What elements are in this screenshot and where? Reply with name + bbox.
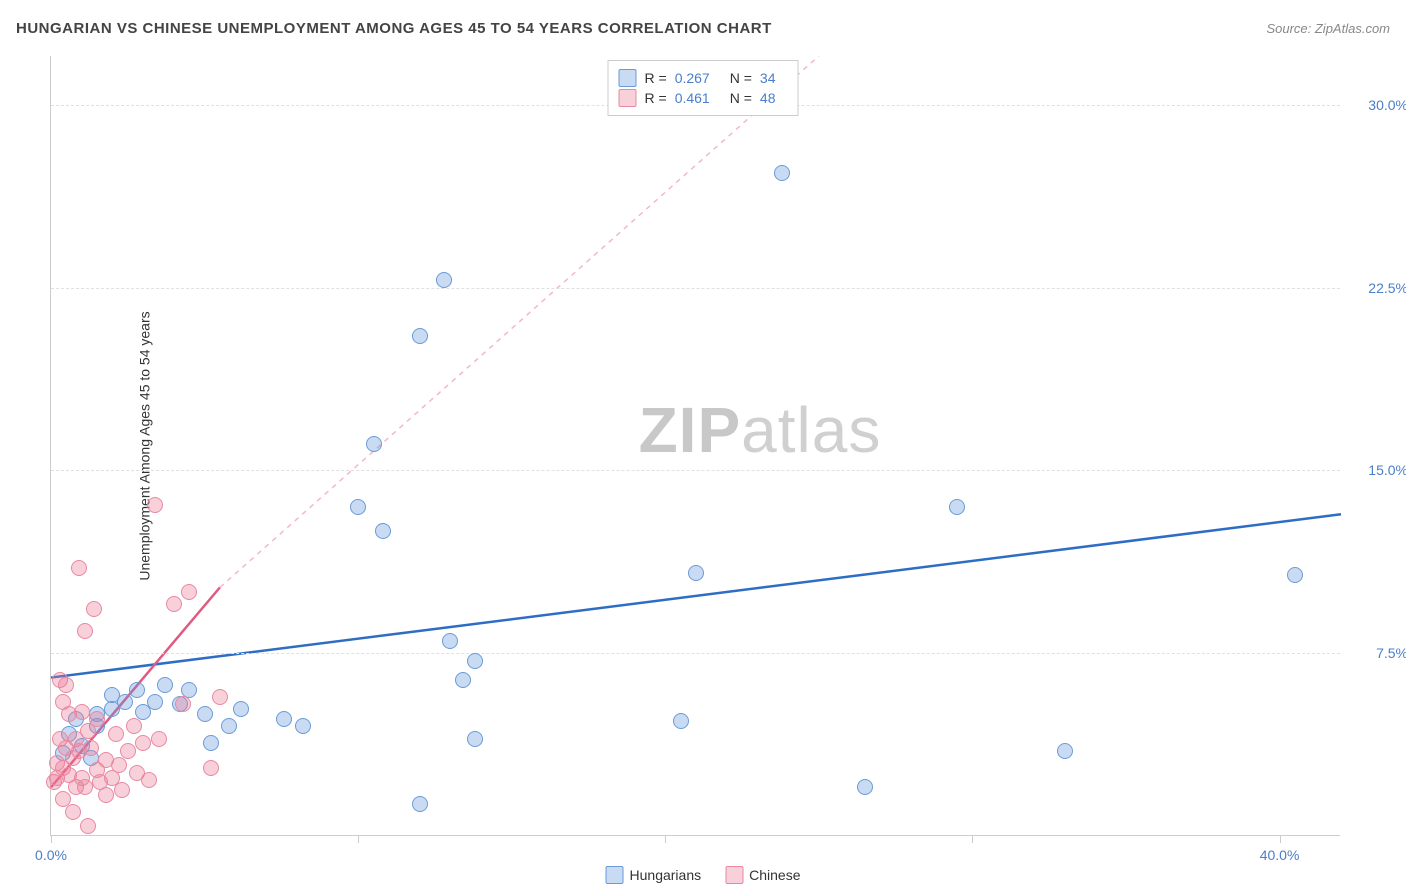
- scatter-point-chinese: [77, 779, 93, 795]
- series-legend: Hungarians Chinese: [606, 866, 801, 884]
- gridline-h: [51, 653, 1340, 654]
- source-label: Source: ZipAtlas.com: [1266, 21, 1390, 36]
- gridline-h: [51, 470, 1340, 471]
- scatter-point-chinese: [141, 772, 157, 788]
- scatter-point-chinese: [212, 689, 228, 705]
- watermark: ZIPatlas: [639, 393, 882, 467]
- scatter-point-chinese: [98, 787, 114, 803]
- scatter-point-chinese: [83, 740, 99, 756]
- legend-swatch: [619, 69, 637, 87]
- legend-swatch: [725, 866, 743, 884]
- gridline-h: [51, 288, 1340, 289]
- scatter-point-hungarians: [221, 718, 237, 734]
- scatter-point-hungarians: [857, 779, 873, 795]
- scatter-point-chinese: [86, 601, 102, 617]
- scatter-point-chinese: [108, 726, 124, 742]
- y-tick-label: 15.0%: [1348, 462, 1406, 478]
- legend-label: Hungarians: [630, 867, 702, 883]
- scatter-point-chinese: [151, 731, 167, 747]
- scatter-point-chinese: [58, 677, 74, 693]
- scatter-point-hungarians: [442, 633, 458, 649]
- x-tick-label-right: 40.0%: [1260, 847, 1300, 863]
- trend-line-ext-chinese: [220, 56, 819, 587]
- chart-title: HUNGARIAN VS CHINESE UNEMPLOYMENT AMONG …: [16, 20, 772, 37]
- scatter-point-hungarians: [366, 436, 382, 452]
- scatter-point-hungarians: [295, 718, 311, 734]
- stat-n-value: 48: [760, 90, 776, 106]
- scatter-point-hungarians: [147, 694, 163, 710]
- scatter-point-chinese: [89, 711, 105, 727]
- x-tick: [665, 835, 666, 843]
- y-tick-label: 7.5%: [1348, 645, 1406, 661]
- scatter-point-hungarians: [949, 499, 965, 515]
- scatter-point-hungarians: [233, 701, 249, 717]
- stat-n-label: N =: [730, 70, 752, 86]
- y-tick-label: 22.5%: [1348, 280, 1406, 296]
- stat-r-value: 0.461: [675, 90, 710, 106]
- scatter-point-chinese: [166, 596, 182, 612]
- scatter-point-chinese: [175, 696, 191, 712]
- stats-legend-row: R = 0.267 N = 34: [619, 69, 788, 87]
- scatter-point-hungarians: [157, 677, 173, 693]
- scatter-point-hungarians: [673, 713, 689, 729]
- scatter-point-hungarians: [1287, 567, 1303, 583]
- x-tick: [972, 835, 973, 843]
- x-tick-label-left: 0.0%: [35, 847, 67, 863]
- scatter-point-chinese: [135, 735, 151, 751]
- scatter-point-hungarians: [276, 711, 292, 727]
- stats-legend-row: R = 0.461 N = 48: [619, 89, 788, 107]
- scatter-point-hungarians: [688, 565, 704, 581]
- scatter-point-chinese: [120, 743, 136, 759]
- y-tick-label: 30.0%: [1348, 97, 1406, 113]
- stats-legend: R = 0.267 N = 34 R = 0.461 N = 48: [608, 60, 799, 116]
- scatter-point-chinese: [77, 623, 93, 639]
- scatter-point-chinese: [147, 497, 163, 513]
- scatter-point-hungarians: [412, 328, 428, 344]
- scatter-point-hungarians: [181, 682, 197, 698]
- scatter-point-hungarians: [467, 731, 483, 747]
- watermark-zip: ZIP: [639, 394, 742, 466]
- scatter-point-chinese: [74, 704, 90, 720]
- watermark-atlas: atlas: [741, 394, 881, 466]
- trend-lines: [51, 56, 1341, 836]
- scatter-point-hungarians: [774, 165, 790, 181]
- scatter-point-hungarians: [436, 272, 452, 288]
- stat-n-label: N =: [730, 90, 752, 106]
- scatter-point-chinese: [111, 757, 127, 773]
- plot-area: ZIPatlas 7.5%15.0%22.5%30.0%0.0%40.0%: [50, 56, 1340, 836]
- scatter-point-hungarians: [455, 672, 471, 688]
- scatter-point-chinese: [126, 718, 142, 734]
- scatter-point-chinese: [65, 804, 81, 820]
- scatter-point-chinese: [80, 818, 96, 834]
- scatter-point-chinese: [114, 782, 130, 798]
- x-tick: [51, 835, 52, 843]
- legend-swatch: [619, 89, 637, 107]
- stat-n-value: 34: [760, 70, 776, 86]
- legend-item: Chinese: [725, 866, 800, 884]
- legend-swatch: [606, 866, 624, 884]
- legend-item: Hungarians: [606, 866, 702, 884]
- x-tick: [358, 835, 359, 843]
- scatter-point-hungarians: [412, 796, 428, 812]
- stat-r-label: R =: [645, 90, 667, 106]
- legend-label: Chinese: [749, 867, 800, 883]
- scatter-point-hungarians: [203, 735, 219, 751]
- scatter-point-hungarians: [197, 706, 213, 722]
- scatter-point-hungarians: [117, 694, 133, 710]
- x-tick: [1280, 835, 1281, 843]
- scatter-point-chinese: [203, 760, 219, 776]
- scatter-point-hungarians: [1057, 743, 1073, 759]
- scatter-point-chinese: [71, 560, 87, 576]
- scatter-point-hungarians: [375, 523, 391, 539]
- scatter-point-hungarians: [129, 682, 145, 698]
- stat-r-value: 0.267: [675, 70, 710, 86]
- scatter-point-hungarians: [467, 653, 483, 669]
- scatter-point-chinese: [181, 584, 197, 600]
- stat-r-label: R =: [645, 70, 667, 86]
- scatter-point-hungarians: [350, 499, 366, 515]
